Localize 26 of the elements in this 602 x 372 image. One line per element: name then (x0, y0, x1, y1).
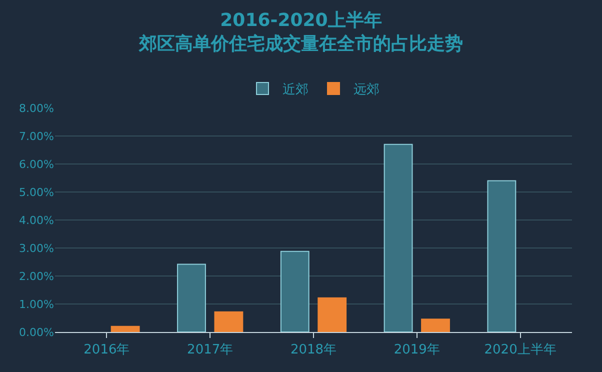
x-tick-label: 2019年 (394, 342, 440, 358)
y-tick-label: 4.00% (19, 214, 54, 227)
chart-title: 2016-2020上半年 (220, 10, 382, 32)
bar (177, 264, 206, 332)
y-tick-label: 8.00% (19, 102, 54, 115)
bar (487, 180, 516, 332)
x-tick-label: 2018年 (290, 342, 337, 358)
y-tick-label: 6.00% (19, 158, 54, 171)
bar (214, 311, 244, 332)
legend-label: 近郊 (282, 82, 308, 98)
y-tick-label: 0.00% (19, 326, 54, 339)
y-tick-label: 5.00% (19, 186, 54, 199)
bar (280, 250, 310, 332)
bar (384, 144, 413, 332)
y-tick-label: 7.00% (19, 130, 54, 143)
bar (318, 297, 347, 332)
y-tick-label: 3.00% (19, 242, 54, 255)
chart-subtitle: 郊区高单价住宅成交量在全市的占比走势 (138, 33, 463, 54)
bar (421, 318, 450, 332)
x-tick-label: 2017年 (187, 342, 234, 358)
legend-label: 远郊 (354, 82, 380, 98)
y-tick-label: 2.00% (19, 270, 54, 283)
x-tick-label: 2016年 (84, 342, 130, 358)
bar (110, 326, 140, 332)
y-tick-label: 1.00% (19, 298, 54, 311)
x-tick-label: 2020上半年 (484, 342, 556, 358)
